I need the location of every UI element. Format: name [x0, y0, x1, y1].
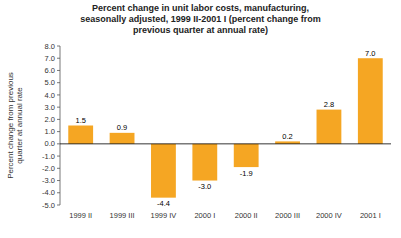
bar	[192, 144, 217, 181]
x-tick-label: 2000 II	[235, 211, 258, 220]
y-tick-label: 6.0	[45, 66, 55, 75]
title: Percent change in unit labor costs, manu…	[80, 3, 321, 35]
y-tick-label: 2.0	[45, 115, 55, 124]
x-tick-label: 2000 I	[194, 211, 215, 220]
y-tick-label: 8.0	[45, 42, 55, 51]
y-tick-label: 1.0	[45, 127, 55, 136]
y-axis-label-line: Percent change from previous	[6, 72, 15, 179]
data-label: 7.0	[365, 49, 375, 58]
y-tick-label: -3.0	[42, 176, 55, 185]
y-tick-label: -1.0	[42, 152, 55, 161]
title-line: seasonally adjusted, 1999 II-2001 I (per…	[80, 14, 321, 24]
y-axis-label: Percent change from previousquarter at a…	[6, 72, 24, 179]
y-tick-label: -5.0	[42, 201, 55, 210]
y-axis-label-line: quarter at annual rate	[15, 87, 24, 164]
x-tick-label: 1999 III	[110, 211, 135, 220]
y-tick-label: 5.0	[45, 78, 55, 87]
y-tick	[57, 82, 60, 83]
y-tick	[57, 119, 60, 120]
y-tick	[57, 205, 60, 206]
data-label: 1.5	[75, 116, 85, 125]
y-tick-label: 0.0	[45, 139, 55, 148]
x-tick-label: 1999 IV	[151, 211, 177, 220]
y-tick-label: 3.0	[45, 103, 55, 112]
data-label: 0.9	[117, 123, 127, 132]
bar	[234, 144, 259, 167]
y-tick	[57, 58, 60, 59]
data-label: -4.4	[157, 199, 170, 208]
y-tick-label: -4.0	[42, 188, 55, 197]
x-tick-label: 2001 I	[360, 211, 381, 220]
data-label: -1.9	[240, 169, 253, 178]
y-tick	[57, 131, 60, 132]
x-tick-label: 2000 IV	[316, 211, 342, 220]
y-tick	[57, 192, 60, 193]
y-axis-line	[60, 46, 61, 205]
bar	[358, 58, 383, 144]
bar	[68, 126, 93, 144]
bar	[110, 133, 135, 144]
chart: Percent change in unit labor costs, manu…	[0, 0, 401, 238]
y-tick	[57, 94, 60, 95]
data-label: -3.0	[198, 182, 211, 191]
bar	[151, 144, 176, 198]
title-line: previous quarter at annual rate)	[133, 25, 268, 35]
y-tick-label: 4.0	[45, 91, 55, 100]
y-tick	[57, 168, 60, 169]
y-axis: -5.0 -4.0 -3.0 -2.0 -1.0 0.0 1.0 2.0 3.0 4.0 5.0 6.…	[42, 42, 60, 210]
x-tick-label: 1999 II	[69, 211, 92, 220]
y-tick	[57, 107, 60, 108]
y-tick-label: -2.0	[42, 164, 55, 173]
y-tick-label: 7.0	[45, 54, 55, 63]
data-label: 0.2	[282, 132, 292, 141]
bar	[317, 110, 342, 144]
bars	[68, 58, 382, 197]
data-labels: 1.5 0.9 -4.4 -3.0 -1.9 0.2 2.8 7.0	[75, 49, 375, 208]
y-tick	[57, 156, 60, 157]
y-tick	[57, 46, 60, 47]
data-label: 2.8	[324, 100, 334, 109]
y-tick	[57, 180, 60, 181]
x-tick-label: 2000 III	[275, 211, 300, 220]
x-axis: 1999 II 1999 III 1999 IV 2000 I 2000 II 2000 …	[69, 211, 381, 220]
zero-line	[60, 143, 391, 144]
title-line: Percent change in unit labor costs, manu…	[92, 3, 309, 13]
y-tick	[57, 143, 60, 144]
y-tick	[57, 70, 60, 71]
